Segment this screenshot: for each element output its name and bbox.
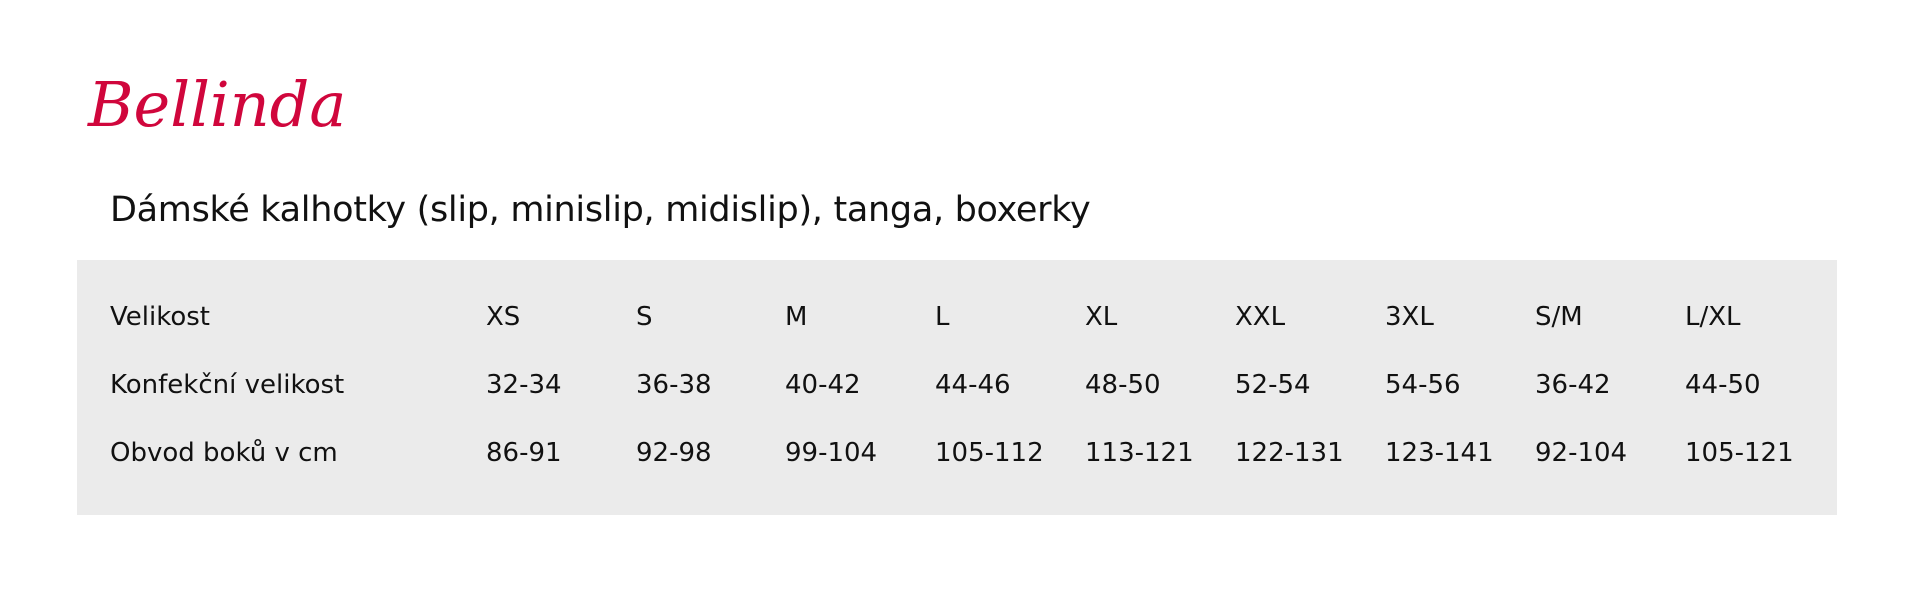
- table-cell: L/XL: [1685, 302, 1741, 332]
- table-cell: 32-34: [486, 370, 562, 400]
- table-cell: 86-91: [486, 438, 562, 468]
- table-cell: 3XL: [1385, 302, 1434, 332]
- table-row: Velikost XS S M L XL XXL 3XL S/M L/XL: [77, 302, 1837, 338]
- row-label: Obvod boků v cm: [110, 438, 338, 468]
- bellinda-logo: Bellinda: [87, 68, 346, 141]
- table-cell: 105-112: [935, 438, 1044, 468]
- table-cell: 113-121: [1085, 438, 1194, 468]
- table-cell: 54-56: [1385, 370, 1461, 400]
- table-cell: 36-38: [636, 370, 712, 400]
- table-cell: 48-50: [1085, 370, 1161, 400]
- table-cell: 40-42: [785, 370, 861, 400]
- table-cell: S: [636, 302, 653, 332]
- table-cell: 92-98: [636, 438, 712, 468]
- table-cell: L: [935, 302, 950, 332]
- table-cell: 99-104: [785, 438, 878, 468]
- table-row: Obvod boků v cm 86-91 92-98 99-104 105-112 11…: [77, 438, 1837, 474]
- table-cell: 123-141: [1385, 438, 1494, 468]
- row-label: Konfekční velikost: [110, 370, 345, 400]
- table-row: Konfekční velikost 32-34 36-38 40-42 44-46 48…: [77, 370, 1837, 406]
- table-cell: 122-131: [1235, 438, 1344, 468]
- table-cell: 36-42: [1535, 370, 1611, 400]
- table-cell: 92-104: [1535, 438, 1628, 468]
- table-cell: XL: [1085, 302, 1118, 332]
- page-title: Dámské kalhotky (slip, minislip, midisli…: [110, 190, 1091, 230]
- row-label: Velikost: [110, 302, 210, 332]
- table-cell: 52-54: [1235, 370, 1311, 400]
- svg-text:Bellinda: Bellinda: [87, 68, 346, 141]
- table-cell: 44-46: [935, 370, 1011, 400]
- table-cell: S/M: [1535, 302, 1583, 332]
- table-cell: 44-50: [1685, 370, 1761, 400]
- table-cell: M: [785, 302, 808, 332]
- size-table: Velikost XS S M L XL XXL 3XL S/M L/XL Konfekční ve…: [77, 260, 1837, 515]
- table-cell: 105-121: [1685, 438, 1794, 468]
- table-cell: XS: [486, 302, 521, 332]
- table-cell: XXL: [1235, 302, 1286, 332]
